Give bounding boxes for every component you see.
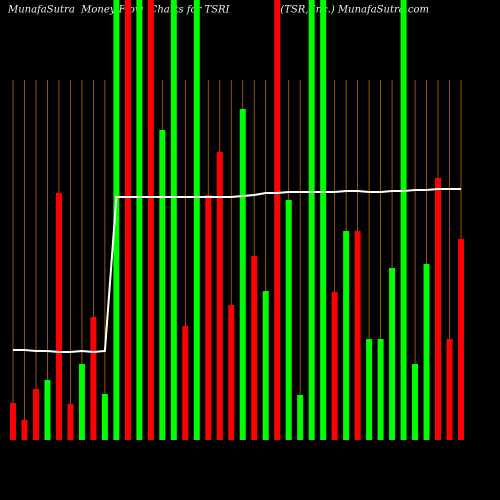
bar (159, 130, 166, 440)
bar (90, 317, 97, 440)
bar (412, 364, 419, 440)
bar (343, 231, 350, 440)
bar (101, 394, 108, 440)
bar (216, 152, 223, 440)
bar (458, 239, 464, 440)
line (13, 188, 461, 354)
bar (55, 193, 62, 440)
bar (124, 0, 131, 440)
bar (320, 0, 327, 440)
bar (170, 0, 177, 440)
bar (331, 292, 338, 440)
bar (423, 264, 430, 440)
bar (182, 326, 189, 440)
bar (32, 389, 39, 440)
bar (389, 268, 396, 440)
bar (308, 0, 315, 440)
bar (366, 339, 373, 440)
bar (78, 364, 85, 440)
bar (297, 395, 304, 440)
bar (21, 420, 28, 440)
bar (285, 200, 292, 440)
bar (435, 178, 442, 440)
bar (228, 305, 235, 440)
bar (377, 339, 384, 440)
bar (113, 0, 120, 440)
bar (274, 0, 281, 440)
bar (400, 0, 407, 440)
bar (193, 0, 200, 440)
chart-title: MunafaSutra Money Flow Charts for TSRI (… (7, 5, 429, 16)
bar (251, 256, 258, 440)
bar (67, 404, 74, 440)
bar (44, 380, 51, 440)
bar (239, 109, 246, 440)
bar (446, 339, 453, 440)
bar (10, 403, 16, 440)
bar (354, 231, 361, 440)
bar (136, 0, 143, 440)
bar (205, 195, 212, 440)
bar (262, 291, 269, 440)
bar (147, 0, 154, 440)
